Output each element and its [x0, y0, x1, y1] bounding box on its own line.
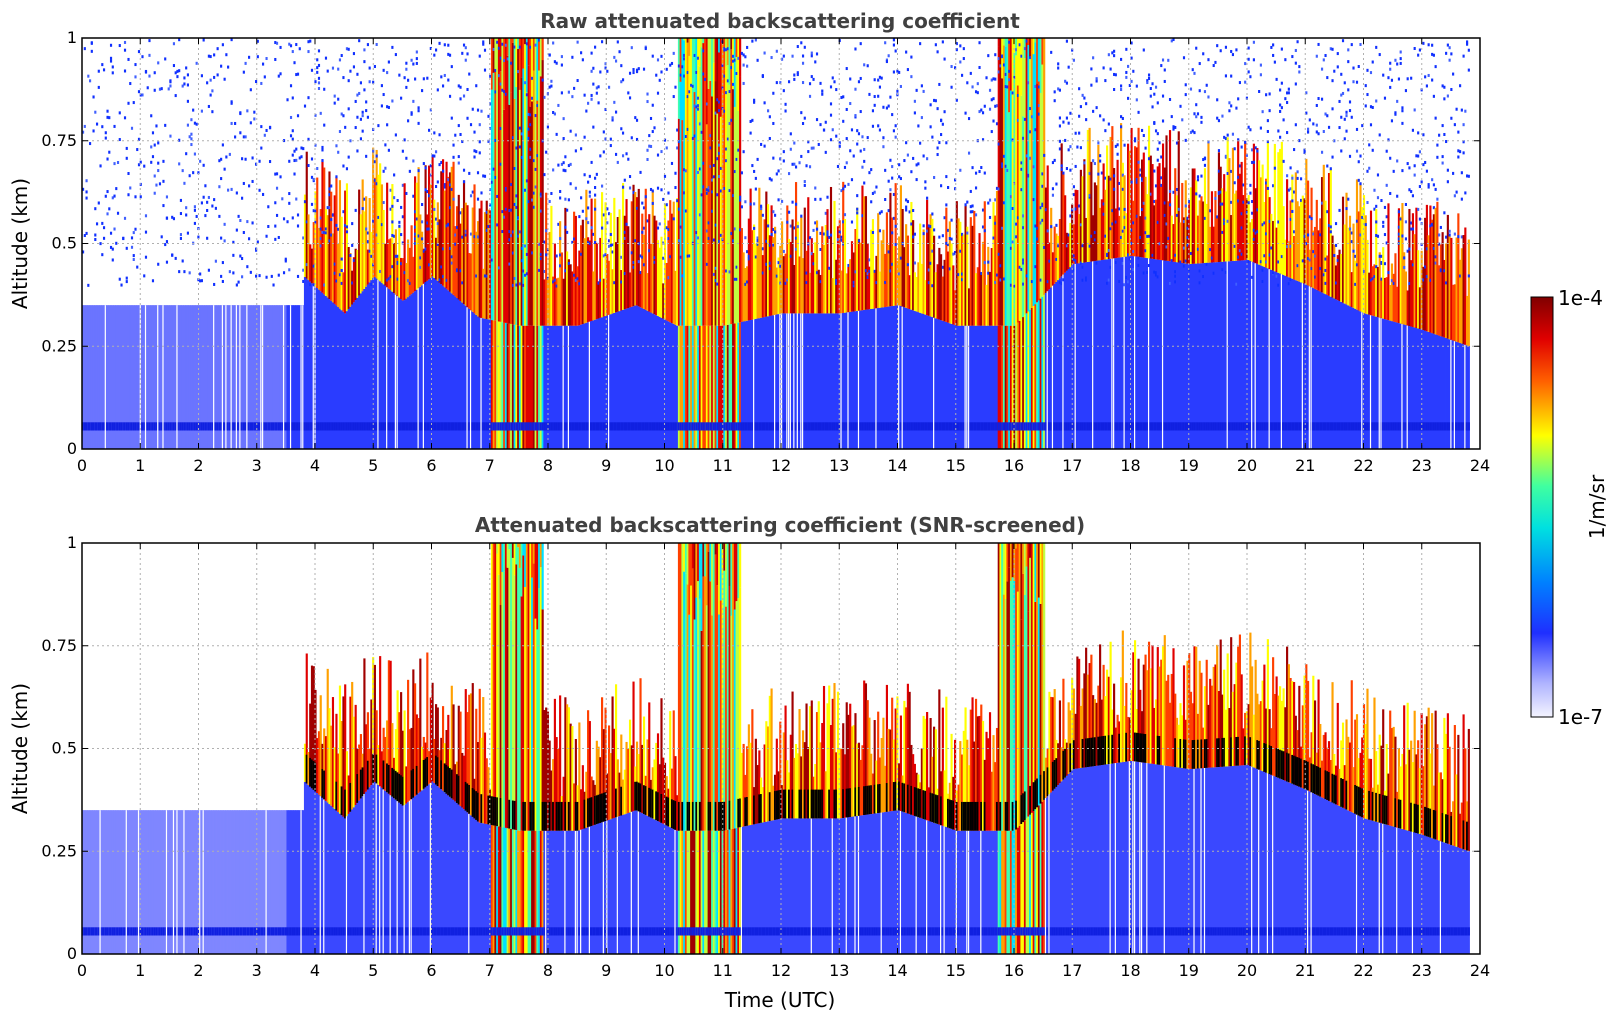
colorbar: 1e-4 1e-7 1/m/sr	[1530, 286, 1609, 729]
x-tick-label: 20	[1237, 456, 1257, 475]
x-tick-label: 22	[1353, 456, 1373, 475]
grid	[82, 543, 1480, 954]
x-tick-label: 6	[426, 456, 436, 475]
colorbar-max-label: 1e-4	[1558, 286, 1603, 310]
x-tick-label: 7	[485, 456, 495, 475]
x-tick-label: 7	[485, 961, 495, 980]
x-tick-label: 15	[946, 456, 966, 475]
colorbar-gradient	[1530, 296, 1554, 718]
x-tick-label: 15	[946, 961, 966, 980]
x-tick-label: 13	[829, 961, 849, 980]
x-tick-label: 21	[1295, 961, 1315, 980]
y-tick-label: 0.25	[41, 841, 77, 860]
x-tick-label: 16	[1004, 961, 1024, 980]
x-tick-label: 23	[1412, 456, 1432, 475]
x-tick-label: 10	[654, 456, 674, 475]
x-tick-label: 14	[887, 961, 907, 980]
x-tick-label: 11	[713, 961, 733, 980]
x-tick-labels: 0 1 2 3 4 5 6 7 8 9 10 11 12 13 14 15 16 17 18 19 20 21 22 23 24	[77, 543, 1490, 980]
grid	[82, 38, 1480, 449]
x-tick-label: 13	[829, 456, 849, 475]
y-tick-label: 0.75	[41, 636, 77, 655]
y-tick-label: 0.5	[52, 234, 77, 253]
x-axis-label: Time (UTC)	[724, 988, 836, 1012]
y-tick-labels: 0 0.25 0.5 0.75 1	[41, 28, 1480, 458]
x-tick-label: 2	[193, 961, 203, 980]
x-tick-label: 4	[310, 961, 320, 980]
x-tick-label: 19	[1179, 456, 1199, 475]
x-tick-label: 20	[1237, 961, 1257, 980]
x-tick-label: 9	[601, 456, 611, 475]
y-axis-label: Altitude (km)	[8, 683, 32, 814]
x-tick-label: 4	[310, 456, 320, 475]
x-tick-label: 14	[887, 456, 907, 475]
x-tick-label: 2	[193, 456, 203, 475]
x-tick-label: 5	[368, 456, 378, 475]
y-axis-label: Altitude (km)	[8, 178, 32, 309]
x-tick-label: 3	[252, 961, 262, 980]
x-tick-label: 17	[1062, 456, 1082, 475]
colorbar-unit-label: 1/m/sr	[1585, 474, 1609, 539]
x-tick-label: 16	[1004, 456, 1024, 475]
x-tick-label: 5	[368, 961, 378, 980]
y-tick-labels: 0 0.25 0.5 0.75 1	[41, 533, 1480, 963]
x-tick-label: 18	[1120, 961, 1140, 980]
x-tick-label: 0	[77, 961, 87, 980]
y-tick-label: 1	[67, 533, 77, 552]
x-tick-label: 10	[654, 961, 674, 980]
y-tick-label: 0.75	[41, 131, 77, 150]
chart-title: Attenuated backscattering coefficient (S…	[475, 513, 1085, 537]
colorbar-min-label: 1e-7	[1558, 705, 1603, 729]
x-tick-label: 21	[1295, 456, 1315, 475]
chart-title: Raw attenuated backscattering coefficien…	[540, 9, 1020, 33]
x-tick-label: 1	[135, 961, 145, 980]
x-tick-labels: 0 1 2 3 4 5 6 7 8 9 10 11 12 13 14 15 16 17 18 19 20 21 22 23 24	[77, 38, 1490, 475]
x-tick-label: 0	[77, 456, 87, 475]
x-tick-label: 19	[1179, 961, 1199, 980]
x-tick-label: 23	[1412, 961, 1432, 980]
y-tick-label: 0	[67, 944, 77, 963]
x-tick-label: 18	[1120, 456, 1140, 475]
x-tick-label: 24	[1470, 961, 1490, 980]
x-tick-label: 12	[771, 456, 791, 475]
x-tick-label: 22	[1353, 961, 1373, 980]
x-tick-label: 1	[135, 456, 145, 475]
y-tick-label: 1	[67, 28, 77, 47]
x-tick-label: 8	[543, 456, 553, 475]
y-tick-label: 0.5	[52, 739, 77, 758]
y-tick-label: 0	[67, 439, 77, 458]
x-tick-label: 6	[426, 961, 436, 980]
y-tick-label: 0.25	[41, 336, 77, 355]
x-tick-label: 11	[713, 456, 733, 475]
x-tick-label: 3	[252, 456, 262, 475]
x-tick-label: 24	[1470, 456, 1490, 475]
panel-raw: Raw attenuated backscattering coefficien…	[8, 9, 1490, 475]
x-tick-label: 17	[1062, 961, 1082, 980]
x-tick-label: 12	[771, 961, 791, 980]
x-tick-label: 9	[601, 961, 611, 980]
panel-screened: Attenuated backscattering coefficient (S…	[8, 513, 1490, 1012]
x-tick-label: 8	[543, 961, 553, 980]
